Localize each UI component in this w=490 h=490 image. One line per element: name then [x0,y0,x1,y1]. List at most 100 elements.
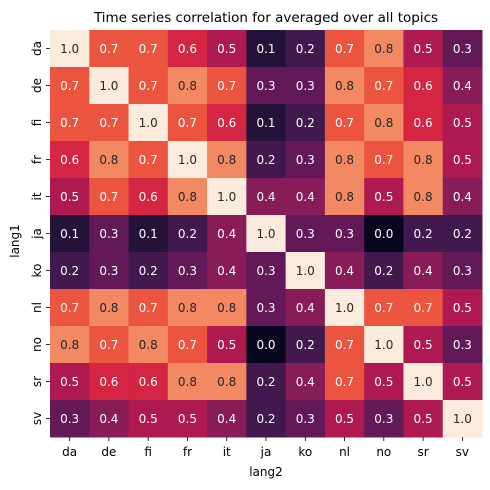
heatmap-cell [442,289,483,327]
cell-value-label: 0.4 [453,190,472,204]
heatmap-cell [285,363,326,401]
heatmap-cell [364,67,404,105]
x-tick-label: de [101,445,116,459]
cell-value-label: 1.0 [453,412,472,426]
heatmap-cell [324,215,365,253]
cell-value-label: 0.8 [178,301,197,315]
cell-value-label: 0.8 [217,301,236,315]
heatmap-cell [246,104,287,142]
heatmap-cell [246,400,287,438]
y-tick-label: nl [30,302,44,313]
cell-value-label: 0.5 [453,153,472,167]
x-tick-label: fr [183,445,192,459]
heatmap-cell [403,400,444,438]
heatmap-cell [246,67,287,105]
cell-value-label: 0.7 [335,42,354,56]
heatmap-cell [128,326,169,364]
heatmap-cell [89,30,130,68]
heatmap-cell [324,252,365,290]
heatmap-cell [128,363,169,401]
cell-value-label: 0.8 [178,79,197,93]
cell-value-label: 0.7 [178,116,197,130]
cell-value-label: 0.8 [335,79,354,93]
heatmap-cell [364,289,404,327]
cell-value-label: 0.5 [374,375,393,389]
cell-value-label: 0.7 [374,301,393,315]
heatmap-cell [50,104,90,142]
cell-value-label: 0.7 [178,338,197,352]
cell-value-label: 0.2 [256,375,275,389]
cell-value-label: 0.6 [139,190,158,204]
heatmap-cell [50,178,90,216]
cell-value-label: 0.7 [139,301,158,315]
cell-value-label: 0.6 [60,153,79,167]
heatmap-cell [442,30,483,68]
cell-value-label: 0.7 [335,338,354,352]
heatmap-cells: 1.0 0.7 0.7 0.6 0.5 0.1 0.2 0.7 0.8 0.5 0.3 0.7 1.0 0… [50,30,483,438]
cell-value-label: 1.0 [99,79,118,93]
heatmap-cell [403,252,444,290]
heatmap-cell [89,178,130,216]
heatmap-cell [324,67,365,105]
heatmap-cell [442,363,483,401]
cell-value-label: 1.0 [217,190,236,204]
cell-value-label: 1.0 [414,375,433,389]
heatmap-cell [207,252,247,290]
heatmap-cell [364,326,404,364]
heatmap-cell [167,178,208,216]
cell-value-label: 0.0 [256,338,275,352]
x-tick-label: fi [144,445,152,459]
cell-value-label: 0.2 [178,227,197,241]
cell-value-label: 0.5 [335,412,354,426]
cell-value-label: 0.4 [296,190,315,204]
cell-value-label: 0.3 [296,227,315,241]
heatmap-cell [207,400,247,438]
cell-value-label: 0.6 [217,116,236,130]
heatmap-cell [246,141,287,179]
heatmap-cell [403,67,444,105]
heatmap-cell [89,104,130,142]
heatmap-cell [285,67,326,105]
heatmap-cell [89,252,130,290]
cell-value-label: 0.3 [178,264,197,278]
cell-value-label: 0.7 [139,42,158,56]
heatmap-cell [324,141,365,179]
cell-value-label: 0.7 [60,79,79,93]
heatmap-cell [403,326,444,364]
cell-value-label: 0.7 [60,301,79,315]
cell-value-label: 0.8 [99,301,118,315]
heatmap-cell [442,215,483,253]
cell-value-label: 0.1 [256,116,275,130]
heatmap-cell [442,400,483,438]
heatmap-cell [50,400,90,438]
heatmap-cell [442,67,483,105]
heatmap-cell [442,141,483,179]
cell-value-label: 0.3 [99,227,118,241]
heatmap-cell [50,289,90,327]
heatmap-cell [128,289,169,327]
y-axis-label: lang1 [8,224,22,258]
cell-value-label: 0.5 [414,42,433,56]
heatmap-cell [89,363,130,401]
cell-value-label: 0.5 [453,116,472,130]
cell-value-label: 0.8 [335,190,354,204]
heatmap-cell [364,30,404,68]
heatmap-cell [89,289,130,327]
cell-value-label: 0.2 [296,338,315,352]
heatmap-cell [403,215,444,253]
heatmap-cell [403,104,444,142]
heatmap-cell [403,363,444,401]
heatmap-cell [364,215,404,253]
x-tick-label: nl [339,445,350,459]
heatmap-cell [324,400,365,438]
heatmap-cell [324,178,365,216]
cell-value-label: 0.7 [99,338,118,352]
cell-value-label: 0.2 [60,264,79,278]
heatmap-cell [207,141,247,179]
cell-value-label: 0.6 [414,79,433,93]
heatmap-cell [89,400,130,438]
cell-value-label: 0.7 [99,190,118,204]
heatmap-cell [207,363,247,401]
heatmap-cell [285,141,326,179]
